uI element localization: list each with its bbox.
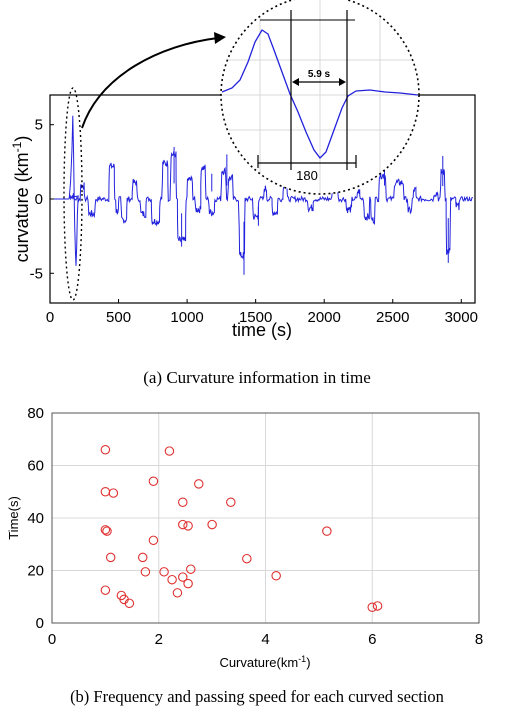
inset-arrow-head (214, 32, 226, 44)
y-tick-label: -5 (30, 265, 43, 282)
inset-curvature-trace (221, 29, 419, 159)
scatter-point (172, 588, 183, 598)
scatter-point (226, 497, 236, 507)
y-tick-label: 0 (36, 615, 44, 632)
curvature-y-axis-label: curvature (km-1) (10, 136, 32, 263)
x-tick-label: 6 (368, 631, 376, 648)
x-tick-label: 8 (475, 631, 483, 648)
scatter-point (148, 476, 159, 486)
scatter-point (178, 519, 188, 530)
inset-duration-arrowhead (339, 78, 346, 86)
y-tick-label: 20 (27, 563, 44, 580)
x-tick-label: 2 (155, 631, 163, 648)
scatter-point (183, 521, 193, 531)
inset-arrow (81, 37, 219, 129)
scatter-point (178, 497, 188, 507)
scatter-y-ticks: 0 20 40 60 80 (27, 405, 44, 632)
y-tick-label: 0 (35, 191, 43, 208)
scatter-point (164, 446, 175, 456)
scatter-point (207, 519, 217, 530)
scatter-point (100, 444, 111, 455)
y-tick-label: 60 (27, 458, 44, 475)
x-tick-label: 0 (48, 631, 56, 648)
curvature-x-ticks: 0 500 1000 1500 2000 2500 3000 (46, 299, 478, 326)
inset-border (220, 0, 420, 195)
scatter-point (367, 602, 377, 612)
x-tick-label: 4 (261, 631, 269, 648)
scatter-point (124, 598, 135, 609)
scatter-point (148, 535, 159, 546)
caption-b: (b) Frequency and passing speed for each… (70, 687, 444, 706)
scatter-x-ticks: 0 2 4 6 8 (48, 631, 483, 648)
scatter-point (100, 585, 111, 595)
scatter-point (102, 526, 112, 536)
y-tick-label: 80 (27, 405, 44, 422)
scatter-point (178, 572, 188, 582)
inset-duration-arrowhead (292, 78, 299, 86)
scatter-point (105, 552, 116, 563)
x-tick-label: 0 (46, 309, 54, 326)
x-tick-label: 2500 (376, 309, 409, 326)
scatter-point (100, 486, 111, 497)
curvature-y-ticks: 5 0 -5 (30, 117, 54, 282)
scatter-x-axis-label: Curvature(km-1) (219, 654, 310, 670)
curvature-chart: 0 500 1000 1500 2000 2500 3000 5 0 -5 time (s) c… (10, 0, 478, 387)
highlight-ellipse (63, 87, 83, 301)
scatter-plot-frame (51, 412, 480, 624)
scatter-points (100, 444, 383, 612)
scatter-point (271, 570, 281, 581)
scatter-point (372, 601, 383, 611)
x-tick-label: 1000 (170, 309, 203, 326)
scatter-point (159, 567, 169, 577)
inset-duration-label: 5.9 s (308, 69, 331, 80)
scatter-point (194, 479, 204, 489)
x-tick-label: 2000 (308, 309, 341, 326)
scatter-point (322, 526, 332, 536)
caption-a: (a) Curvature information in time (143, 368, 371, 387)
scatter-point (100, 525, 111, 535)
scatter-point (242, 553, 252, 564)
scatter-point (108, 488, 119, 498)
scatter-point (140, 567, 151, 577)
scatter-grid (51, 412, 480, 624)
scatter-y-axis-label: Time(s) (6, 496, 21, 540)
curvature-x-axis-label: time (s) (232, 320, 292, 340)
scatter-point (183, 578, 193, 589)
x-tick-label: 3000 (445, 309, 478, 326)
scatter-point (137, 552, 148, 563)
scatter-point (186, 564, 196, 574)
y-tick-label: 40 (27, 510, 44, 527)
x-tick-label: 500 (106, 309, 131, 326)
x-tick-label: 1500 (239, 309, 272, 326)
scatter-point (167, 574, 177, 585)
curvature-line (68, 115, 473, 266)
inset-length-label: 180 (296, 168, 318, 183)
y-tick-label: 5 (35, 117, 43, 134)
inset-zoom: 5.9 s 180 (220, 0, 420, 195)
